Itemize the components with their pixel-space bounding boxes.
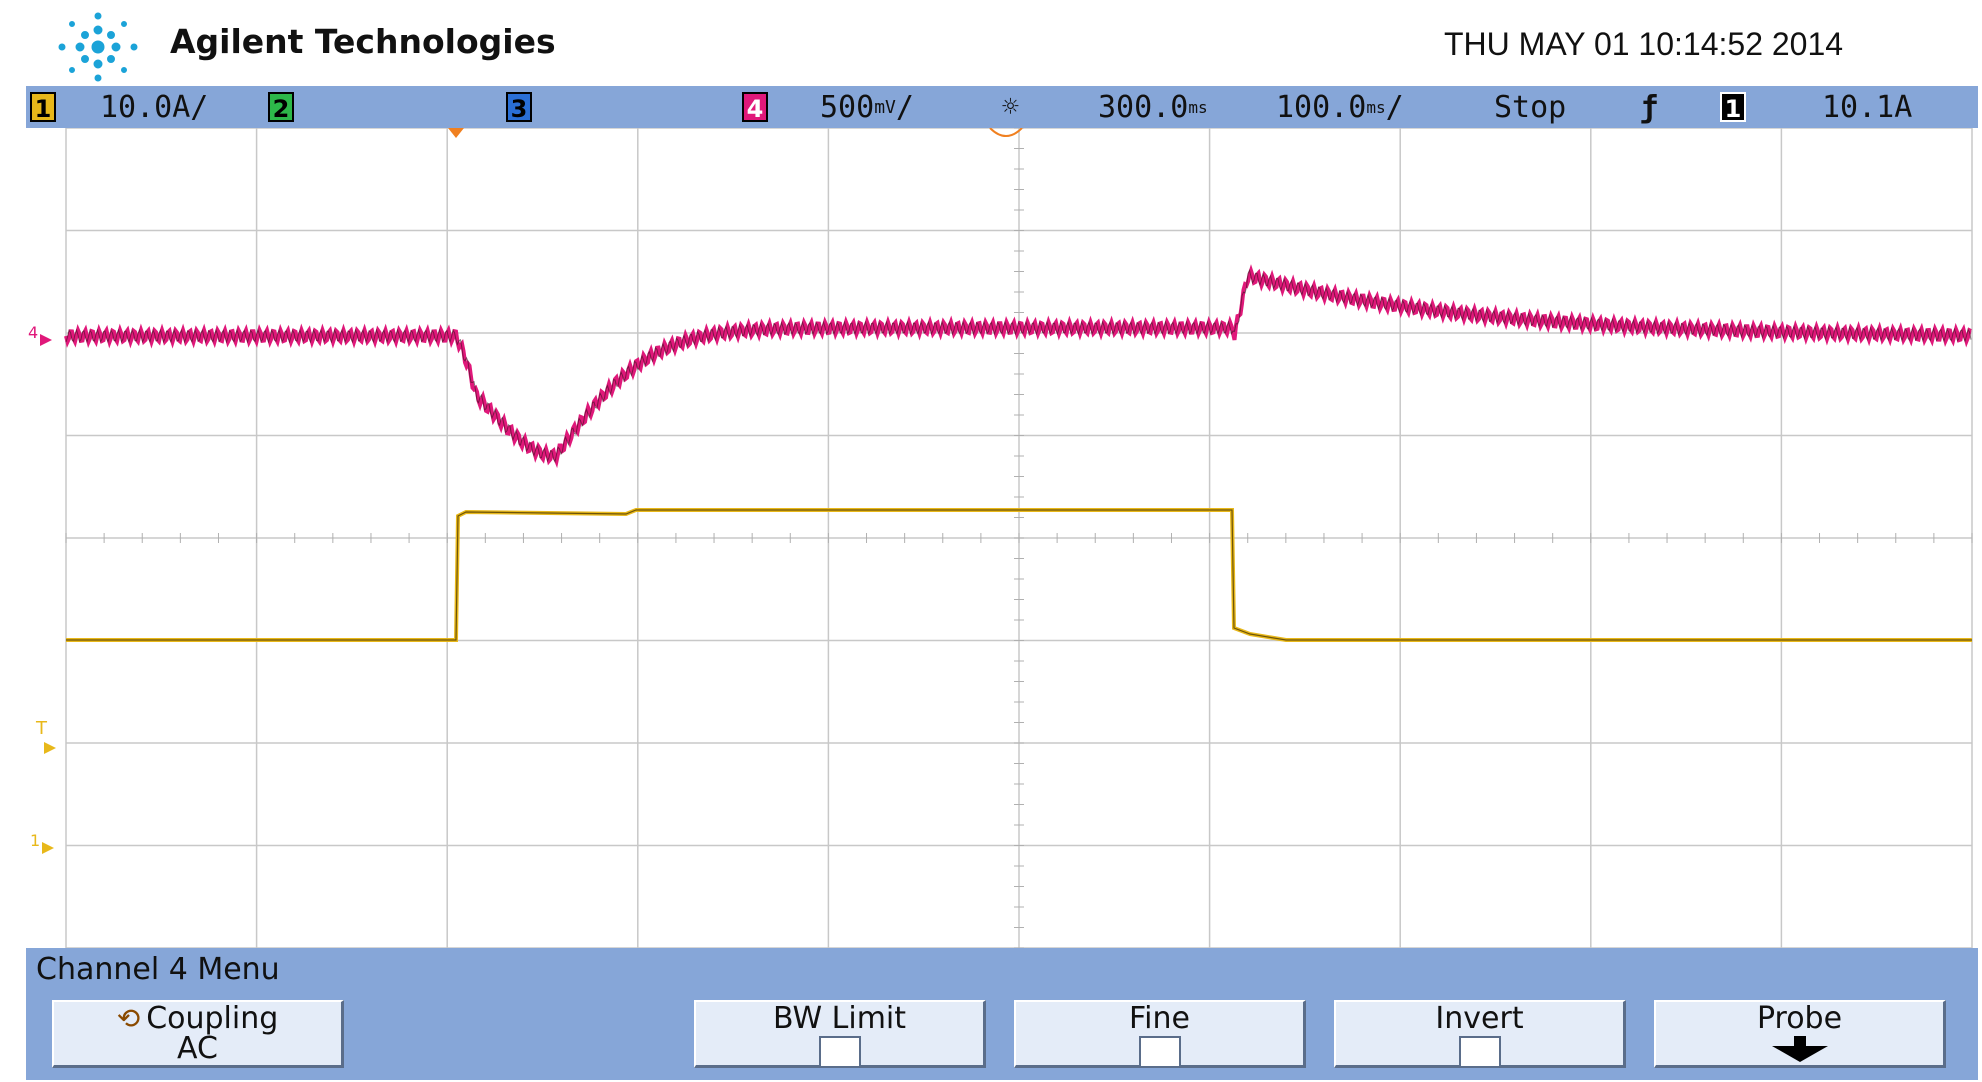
ch1-badge[interactable]: 1 (30, 92, 56, 123)
time-scale: 100.0ms/ (1276, 90, 1404, 125)
time-delay-icon: ☼ (1002, 90, 1019, 123)
menu-title: Channel 4 Menu (36, 952, 280, 987)
run-state[interactable]: Stop (1494, 90, 1567, 125)
probe-label: Probe (1756, 1001, 1843, 1036)
time-delay: 300.0ms (1098, 90, 1208, 125)
svg-text:1: 1 (30, 831, 40, 850)
trigger-level: 10.1A (1822, 90, 1913, 125)
ch2-badge[interactable]: 2 (268, 92, 294, 123)
trigger-position-marker-icon (448, 128, 464, 138)
svg-text:T: T (35, 718, 48, 739)
bw-limit-softkey[interactable]: BW Limit (694, 1000, 986, 1068)
coupling-softkey[interactable]: ⟲ Coupling AC (52, 1000, 344, 1068)
submenu-arrow-icon (1771, 1036, 1828, 1062)
trigger-source-badge[interactable]: 1 (1720, 92, 1746, 123)
invert-softkey[interactable]: Invert (1334, 1000, 1626, 1068)
trigger-level-marker: T (35, 718, 56, 754)
brand-title: Agilent Technologies (170, 22, 556, 61)
coupling-label: Coupling (146, 1001, 279, 1036)
ch1-trace-shadow (66, 509, 1972, 641)
ch1-ground-marker: 1 (30, 831, 54, 854)
trigger-slope-icon: ƒ (1640, 90, 1659, 125)
status-bar: 1 10.0A/ 2 3 4 500mV/ ☼ 300.0ms 100.0ms/… (26, 86, 1978, 128)
bw-limit-checkbox-icon (818, 1036, 861, 1068)
channel-menu-bar: Channel 4 Menu ⟲ Coupling AC BW Limit Fin… (26, 948, 1978, 1080)
time-reference-marker-icon (989, 128, 1023, 137)
invert-checkbox-icon (1458, 1036, 1501, 1068)
bw-limit-label: BW Limit (772, 1001, 907, 1036)
ch4-trace (64, 264, 1972, 469)
coupling-value: AC (177, 1031, 218, 1066)
rotate-icon: ⟲ (116, 1002, 141, 1035)
invert-label: Invert (1435, 1001, 1524, 1036)
datetime-display: THU MAY 01 10:14:52 2014 (1444, 26, 1844, 62)
probe-softkey[interactable]: Probe (1654, 1000, 1946, 1068)
agilent-logo-icon (58, 12, 138, 82)
ch3-badge[interactable]: 3 (506, 92, 532, 123)
ch4-badge[interactable]: 4 (742, 92, 768, 123)
ch4-trace-shadow (65, 268, 1972, 464)
fine-checkbox-icon (1138, 1036, 1181, 1068)
svg-text:4: 4 (28, 323, 38, 342)
waveform-display[interactable]: 4 T 1 (26, 128, 1978, 948)
ch4-ground-marker: 4 (28, 323, 52, 346)
fine-softkey[interactable]: Fine (1014, 1000, 1306, 1068)
ch1-scale: 10.0A/ (100, 90, 209, 125)
ch4-scale: 500mV/ (820, 90, 914, 125)
fine-label: Fine (1129, 1001, 1190, 1036)
